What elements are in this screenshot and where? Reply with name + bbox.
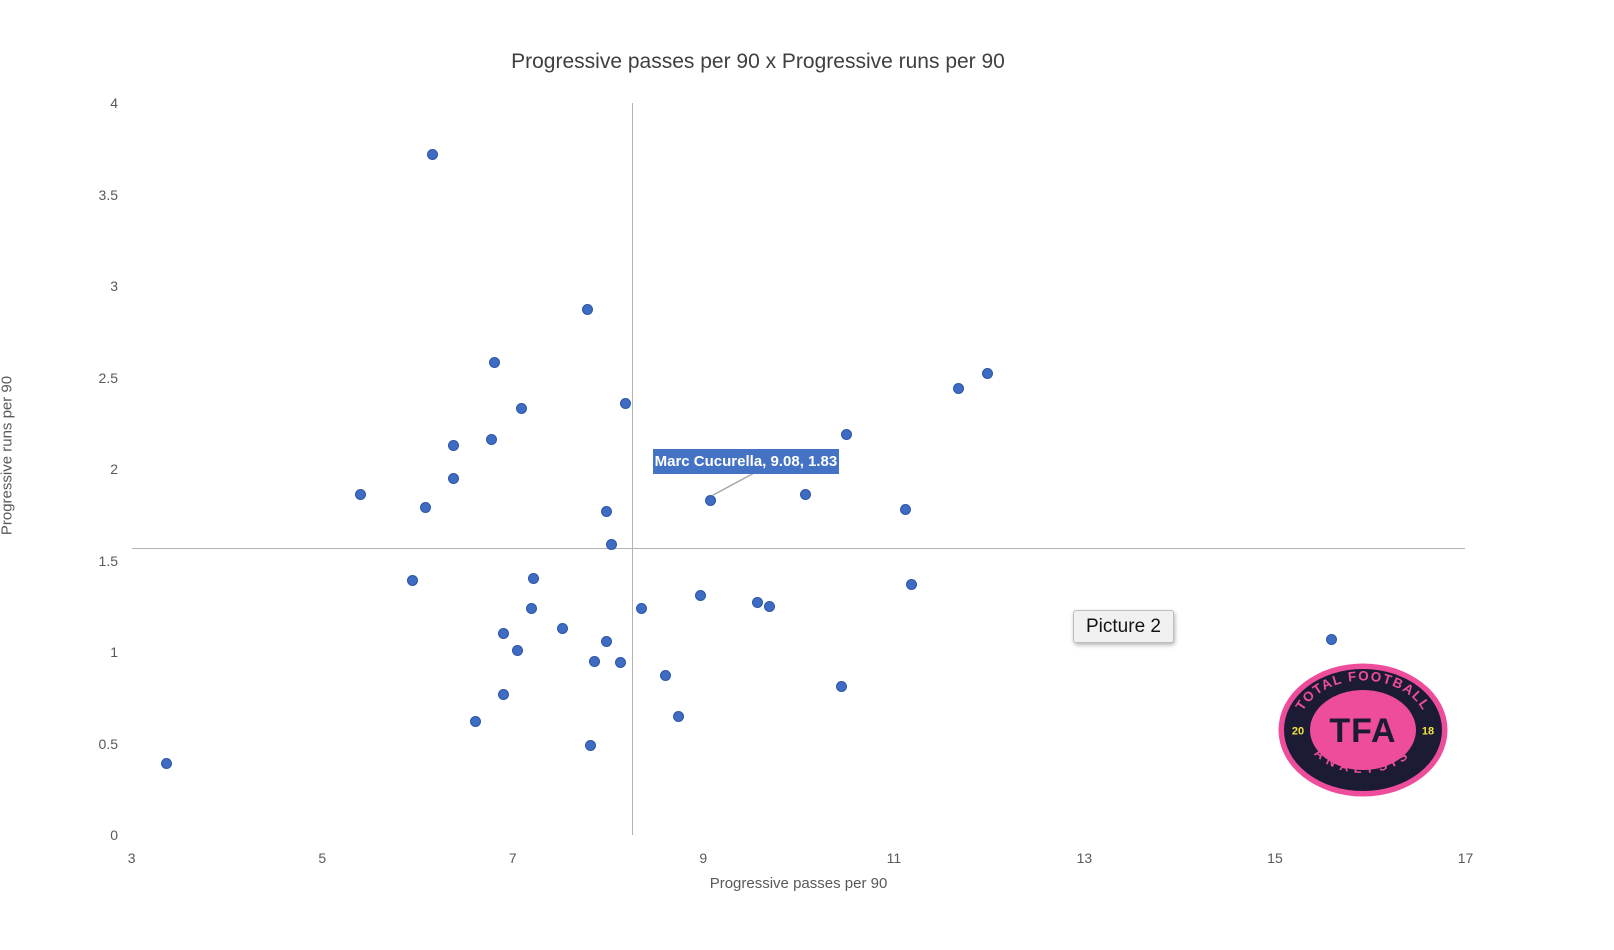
data-point[interactable] xyxy=(448,472,460,484)
x-tick-label: 15 xyxy=(1267,850,1283,866)
x-tick-label: 13 xyxy=(1076,850,1093,866)
y-tick-label: 4 xyxy=(110,95,118,111)
data-point[interactable] xyxy=(614,657,626,669)
x-axis-title: Progressive passes per 90 xyxy=(709,875,888,892)
y-tick-label: 0 xyxy=(110,827,118,843)
data-point[interactable] xyxy=(528,573,540,585)
picture-label[interactable]: Picture 2 xyxy=(1073,610,1174,643)
data-point[interactable] xyxy=(835,681,847,693)
data-point[interactable] xyxy=(515,403,527,415)
data-point[interactable] xyxy=(763,600,775,612)
y-tick-label: 3.5 xyxy=(98,186,118,203)
data-point[interactable] xyxy=(556,622,568,634)
data-point[interactable] xyxy=(512,644,524,656)
x-tick-label: 5 xyxy=(318,850,327,866)
data-point[interactable] xyxy=(427,148,439,160)
y-tick-label: 2.5 xyxy=(98,369,118,386)
chart-title: Progressive passes per 90 x Progressive … xyxy=(511,50,1005,73)
data-point[interactable] xyxy=(526,602,538,614)
y-tick-label: 3 xyxy=(110,278,118,294)
x-tick-label: 3 xyxy=(127,850,136,866)
data-point[interactable] xyxy=(354,489,366,501)
data-point[interactable] xyxy=(470,716,482,728)
data-point[interactable] xyxy=(619,397,631,409)
data-point[interactable] xyxy=(606,538,618,550)
y-axis-title: Progressive runs per 90 xyxy=(0,375,16,536)
logo-inner-disc xyxy=(1310,690,1416,770)
data-point[interactable] xyxy=(840,428,852,440)
data-point[interactable] xyxy=(489,357,501,369)
data-point[interactable] xyxy=(497,688,509,700)
data-point[interactable] xyxy=(161,758,173,770)
y-tick-label: 0.5 xyxy=(98,735,118,752)
data-point[interactable] xyxy=(407,575,419,587)
x-tick-label: 7 xyxy=(508,850,517,866)
data-point[interactable] xyxy=(981,368,993,380)
tfa-logo[interactable]: TOTAL FOOTBALL ANALYSIS 20 18 TFA xyxy=(1278,663,1448,797)
y-tick-label: 1 xyxy=(110,644,118,660)
labeled-data-point[interactable] xyxy=(705,494,717,506)
data-point[interactable] xyxy=(581,304,593,316)
data-point[interactable] xyxy=(694,589,706,601)
average-line-vertical xyxy=(631,103,633,835)
data-point[interactable] xyxy=(899,503,911,515)
data-point[interactable] xyxy=(600,505,612,517)
y-tick-label: 1.5 xyxy=(98,552,118,569)
data-point[interactable] xyxy=(635,602,647,614)
data-point[interactable] xyxy=(585,739,597,751)
data-point[interactable] xyxy=(448,439,460,451)
logo-tfa-text: TFA xyxy=(1329,712,1396,750)
data-point[interactable] xyxy=(673,710,685,722)
data-point[interactable] xyxy=(659,670,671,682)
data-point[interactable] xyxy=(799,489,811,501)
logo-year-right: 18 xyxy=(1422,726,1434,738)
data-point[interactable] xyxy=(953,382,965,394)
data-point[interactable] xyxy=(419,501,431,513)
data-point[interactable] xyxy=(1325,633,1337,645)
logo-year-left: 20 xyxy=(1292,726,1304,738)
data-point[interactable] xyxy=(589,655,601,667)
x-tick-label: 9 xyxy=(699,850,708,866)
data-point[interactable] xyxy=(497,628,509,640)
data-point[interactable] xyxy=(906,578,918,590)
average-line-horizontal xyxy=(131,547,1466,549)
x-tick-label: 11 xyxy=(886,850,902,866)
data-point[interactable] xyxy=(752,597,764,609)
data-point[interactable] xyxy=(600,635,612,647)
y-tick-label: 2 xyxy=(110,461,118,477)
data-point[interactable] xyxy=(486,434,498,446)
x-tick-label: 17 xyxy=(1457,850,1474,866)
point-data-label[interactable]: Marc Cucurella, 9.08, 1.83 xyxy=(652,448,839,474)
